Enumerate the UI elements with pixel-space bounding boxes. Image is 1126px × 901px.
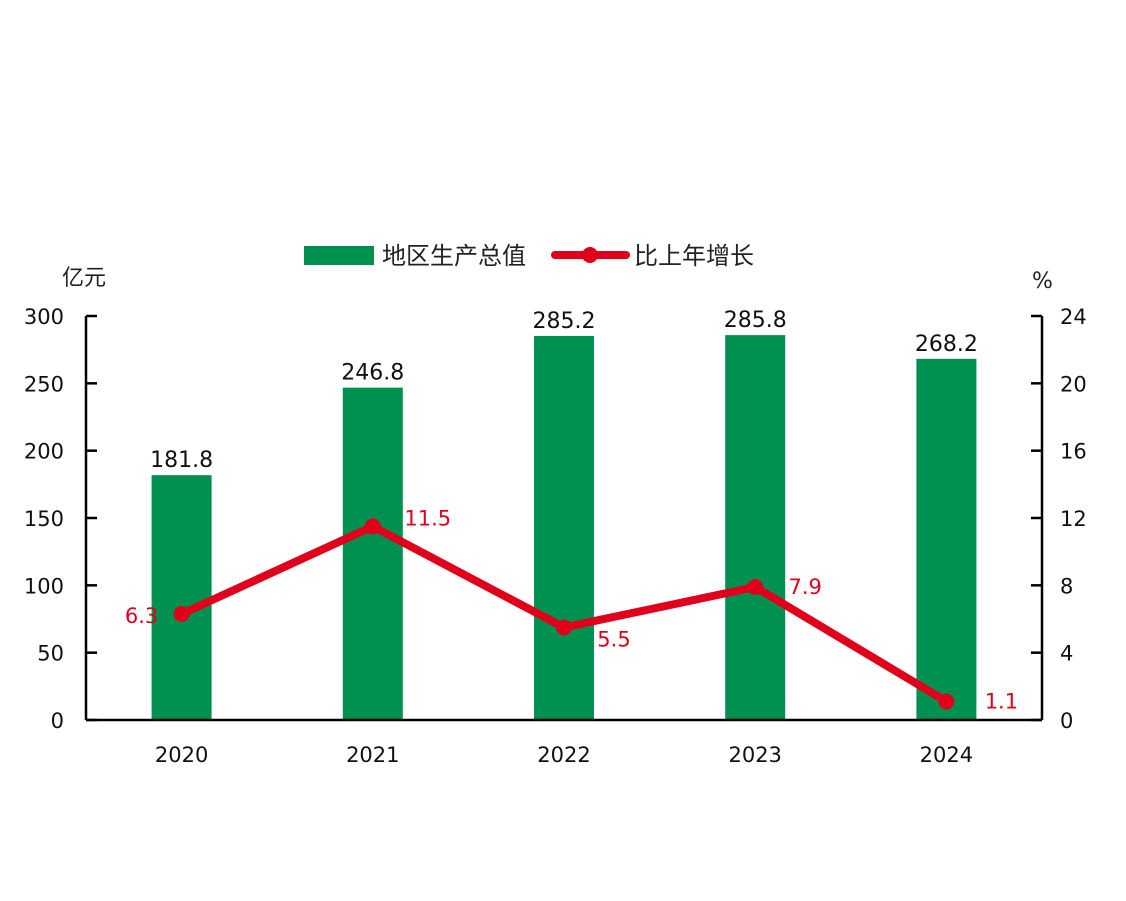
right-tick-label: 20 [1060, 372, 1087, 396]
left-tick-label: 200 [24, 440, 64, 464]
line-marker-icon [556, 619, 572, 636]
legend-line-label: 比上年增长 [634, 242, 754, 270]
line-value-label: 6.3 [125, 604, 158, 628]
left-tick-label: 150 [24, 507, 64, 531]
right-tick-label: 0 [1060, 709, 1073, 733]
right-tick-label: 4 [1060, 642, 1073, 666]
right-tick-label: 12 [1060, 507, 1087, 531]
legend-bar-label: 地区生产总值 [382, 242, 526, 270]
line-marker-icon [747, 579, 764, 596]
right-tick-label: 24 [1060, 305, 1087, 329]
line-value-label: 11.5 [404, 506, 451, 530]
right-tick-label: 16 [1060, 440, 1087, 464]
line-marker-icon [938, 693, 955, 710]
left-tick-label: 50 [37, 642, 64, 666]
line-value-label: 1.1 [985, 689, 1018, 713]
left-tick-label: 0 [51, 709, 64, 733]
line-marker-icon [173, 605, 190, 622]
bar-value-label: 268.2 [915, 332, 978, 357]
bar-value-label: 285.8 [724, 308, 787, 333]
line-value-label: 7.9 [788, 575, 821, 599]
legend: 地区生产总值 比上年增长 [304, 242, 754, 270]
bar-value-label: 246.8 [341, 361, 404, 386]
left-tick-label: 100 [24, 574, 64, 598]
legend-bar-swatch [304, 246, 374, 265]
left-axis-unit: 亿元 [62, 266, 106, 291]
bar-value-label: 285.2 [533, 309, 596, 334]
left-tick-label: 300 [24, 305, 64, 329]
bar-2024 [916, 358, 977, 720]
x-tick-label: 2023 [728, 743, 781, 767]
legend-line-marker-icon [582, 247, 598, 263]
bar-2021 [342, 387, 403, 720]
bar-value-label: 181.8 [150, 448, 213, 473]
line-value-label: 5.5 [597, 627, 630, 651]
x-tick-label: 2022 [537, 743, 590, 767]
bar-2022 [534, 335, 594, 720]
bar-series [151, 335, 977, 720]
x-tick-label: 2024 [920, 743, 973, 767]
x-tick-label: 2020 [155, 743, 208, 767]
x-tick-label: 2021 [346, 743, 399, 767]
right-axis-unit: % [1032, 269, 1053, 294]
line-series [173, 518, 955, 710]
right-tick-label: 8 [1060, 574, 1073, 598]
axes: 2020 2021 2022 2023 202405010015020025030004… [24, 305, 1087, 767]
left-tick-label: 250 [24, 372, 64, 396]
bar-2020 [151, 475, 212, 720]
line-marker-icon [364, 518, 381, 535]
data-labels: 181.8 246.8 285.2 285.8 268.2 6.3 11.5 5.5 7.9 1.… [125, 308, 1018, 713]
bar-2023 [725, 335, 786, 720]
